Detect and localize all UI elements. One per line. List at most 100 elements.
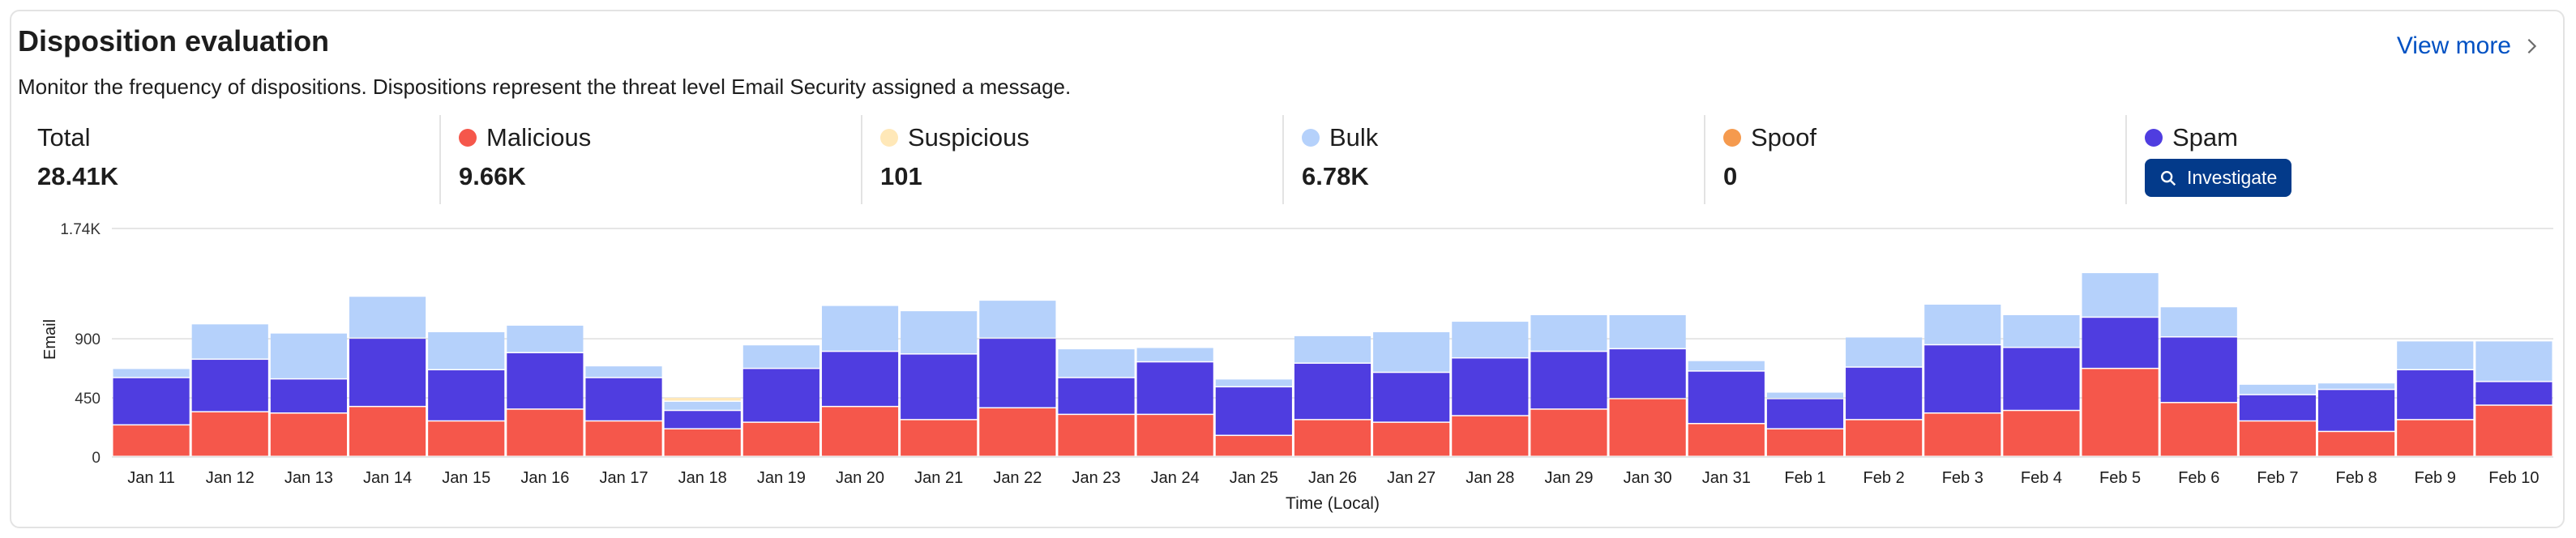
bar-malicious[interactable] (1373, 422, 1450, 456)
bar-bulk[interactable] (1766, 392, 1844, 399)
bar-malicious[interactable] (191, 412, 268, 456)
bar-spam[interactable] (1924, 345, 2001, 413)
bar-spam[interactable] (742, 369, 819, 422)
x-tick-label: Jan 11 (127, 469, 175, 487)
bar-bulk[interactable] (1452, 322, 1529, 357)
bar-malicious[interactable] (664, 429, 741, 456)
bar-malicious[interactable] (1609, 399, 1686, 456)
bar-spam[interactable] (901, 354, 978, 420)
bar-spam[interactable] (1452, 358, 1529, 416)
bar-bulk[interactable] (1846, 337, 1923, 367)
bar-spam[interactable] (1215, 387, 1292, 435)
bar-spam[interactable] (1294, 363, 1371, 420)
bar-malicious[interactable] (1688, 424, 1765, 456)
bar-malicious[interactable] (1294, 420, 1371, 456)
bar-bulk[interactable] (1294, 335, 1371, 363)
bar-bulk[interactable] (270, 333, 347, 378)
bar-spam[interactable] (821, 352, 899, 406)
bar-spam[interactable] (113, 378, 190, 425)
bar-malicious[interactable] (2318, 432, 2395, 456)
bar-spam[interactable] (507, 352, 584, 409)
bar-spam[interactable] (664, 411, 741, 429)
bar-bulk[interactable] (1688, 361, 1765, 371)
bar-malicious[interactable] (1846, 420, 1923, 456)
bar-malicious[interactable] (2003, 411, 2080, 456)
bar-malicious[interactable] (821, 407, 899, 456)
bar-bulk[interactable] (2082, 273, 2159, 317)
bar-spam[interactable] (2082, 318, 2159, 368)
bar-malicious[interactable] (2397, 420, 2474, 456)
bar-bulk[interactable] (664, 401, 741, 410)
bar-spam[interactable] (270, 379, 347, 413)
bar-bulk[interactable] (1609, 314, 1686, 348)
bar-malicious[interactable] (270, 413, 347, 456)
bar-bulk[interactable] (1530, 314, 1607, 351)
bar-spam[interactable] (349, 339, 426, 406)
bar-spam[interactable] (1688, 371, 1765, 423)
bar-bulk[interactable] (2475, 341, 2552, 382)
bar-spam[interactable] (2318, 390, 2395, 431)
bar-malicious[interactable] (585, 421, 662, 456)
bar-malicious[interactable] (1530, 409, 1607, 456)
bar-bulk[interactable] (742, 345, 819, 368)
bar-bulk[interactable] (191, 324, 268, 359)
bar-malicious[interactable] (742, 422, 819, 456)
investigate-button[interactable]: Investigate (2145, 159, 2292, 197)
bar-malicious[interactable] (2160, 403, 2237, 456)
bar-malicious[interactable] (1924, 413, 2001, 456)
bar-malicious[interactable] (1766, 429, 1844, 456)
bar-bulk[interactable] (585, 366, 662, 378)
view-more-link[interactable]: View more (2397, 32, 2540, 60)
x-tick-label: Jan 27 (1387, 469, 1436, 487)
bar-spam[interactable] (2003, 348, 2080, 410)
bar-malicious[interactable] (2239, 421, 2317, 456)
bar-bulk[interactable] (1136, 348, 1213, 361)
bar-bulk[interactable] (821, 305, 899, 351)
bar-malicious[interactable] (349, 407, 426, 456)
bar-spam[interactable] (428, 370, 505, 421)
bar-bulk[interactable] (2003, 314, 2080, 347)
bar-bulk[interactable] (349, 297, 426, 338)
bar-bulk[interactable] (113, 369, 190, 378)
bar-spam[interactable] (2475, 382, 2552, 405)
x-tick-label: Jan 31 (1702, 469, 1751, 487)
bar-bulk[interactable] (507, 325, 584, 352)
bar-malicious[interactable] (1215, 436, 1292, 456)
bar-spam[interactable] (1136, 362, 1213, 414)
bar-spam[interactable] (1373, 373, 1450, 422)
bar-malicious[interactable] (1136, 415, 1213, 456)
bar-spam[interactable] (1609, 349, 1686, 399)
bar-bulk[interactable] (2397, 341, 2474, 369)
bar-spam[interactable] (2397, 370, 2474, 420)
bar-spam[interactable] (1058, 378, 1135, 414)
bar-spam[interactable] (1846, 367, 1923, 420)
bar-spam[interactable] (2160, 337, 2237, 403)
bar-malicious[interactable] (1452, 416, 1529, 456)
bar-bulk[interactable] (2239, 384, 2317, 395)
bar-spam[interactable] (585, 378, 662, 421)
bar-spam[interactable] (191, 360, 268, 412)
bar-bulk[interactable] (1215, 379, 1292, 386)
bar-bulk[interactable] (1924, 305, 2001, 344)
bar-suspicious[interactable] (664, 398, 741, 401)
bar-malicious[interactable] (507, 409, 584, 456)
bar-malicious[interactable] (428, 421, 505, 456)
bar-bulk[interactable] (901, 311, 978, 354)
bar-bulk[interactable] (2318, 383, 2395, 389)
bar-bulk[interactable] (1373, 332, 1450, 372)
bar-spam[interactable] (1530, 352, 1607, 409)
bar-bulk[interactable] (1058, 349, 1135, 378)
bar-malicious[interactable] (2475, 405, 2552, 456)
bar-malicious[interactable] (1058, 415, 1135, 456)
bar-spam[interactable] (979, 339, 1056, 408)
bar-malicious[interactable] (901, 420, 978, 456)
bar-bulk[interactable] (979, 301, 1056, 338)
bar-spam[interactable] (2239, 395, 2317, 421)
bar-bulk[interactable] (428, 332, 505, 369)
bar-spam[interactable] (1766, 399, 1844, 429)
bar-bulk[interactable] (2160, 307, 2237, 337)
bar-malicious[interactable] (2082, 369, 2159, 456)
bar-malicious[interactable] (979, 408, 1056, 456)
bar-malicious[interactable] (113, 425, 190, 456)
